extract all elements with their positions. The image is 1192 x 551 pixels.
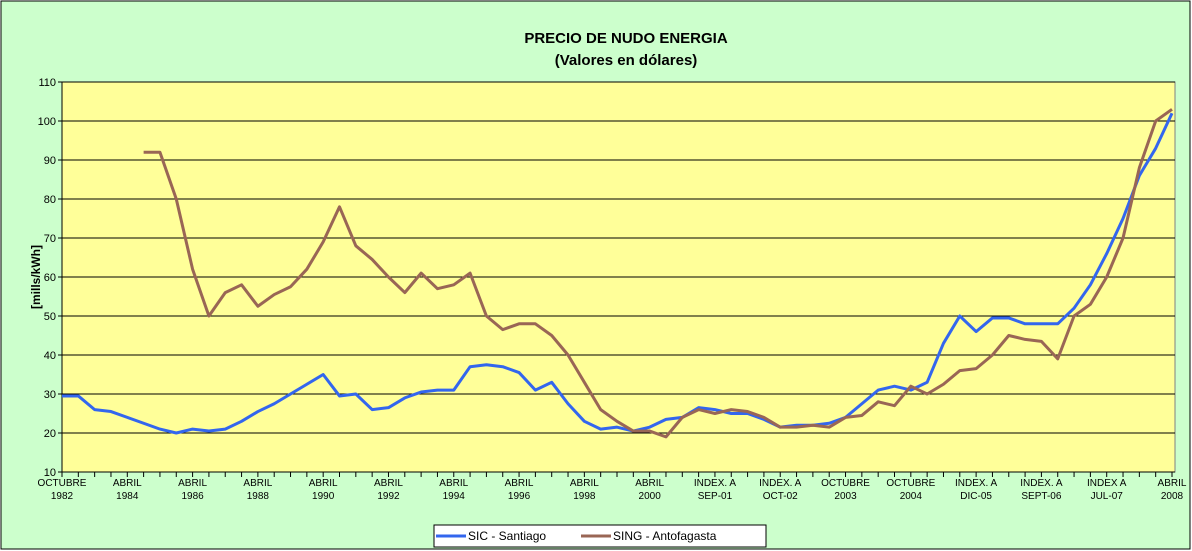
x-tick-label-line: 1982 (51, 491, 74, 502)
series-line (143, 108, 1173, 439)
x-tick-label-line: 1986 (181, 491, 204, 502)
x-tick-label-line: OCTUBRE (886, 478, 935, 489)
y-tick-label: 70 (44, 233, 56, 245)
y-tick-label: 50 (44, 311, 56, 323)
x-tick-label: INDEX A JUL-07 (1087, 478, 1127, 502)
y-tick-label: 110 (38, 77, 56, 89)
x-tick-label: INDEX. A OCT-02 (759, 478, 802, 502)
x-tick-label-line: OCTUBRE (38, 478, 87, 489)
x-tick-label-line: JUL-07 (1091, 491, 1124, 502)
x-tick-label-line: 2000 (639, 491, 662, 502)
y-tick-label: 20 (44, 428, 56, 440)
x-tick-label-line: INDEX. A (1020, 478, 1063, 489)
x-tick-label: ABRIL 2000 (635, 478, 664, 502)
x-tick-label: OCTUBRE 1982 (38, 478, 87, 502)
chart-subtitle: (Valores en dólares) (555, 52, 698, 69)
y-tick-label: 10 (44, 467, 56, 479)
x-tick-label: ABRIL 1984 (113, 478, 142, 502)
x-tick-label-line: SEP-01 (698, 491, 733, 502)
x-tick-label-line: 1984 (116, 491, 139, 502)
x-tick-label-line: INDEX. A (694, 478, 737, 489)
chart-title: PRECIO DE NUDO ENERGIA (524, 30, 728, 47)
x-tick-label-line: SEPT-06 (1021, 491, 1061, 502)
x-tick-label-line: DIC-05 (960, 491, 992, 502)
y-axis-label: [mills/kWh] (29, 245, 43, 309)
x-tick-label-line: OCTUBRE (821, 478, 870, 489)
x-tick-label: INDEX. A SEP-01 (694, 478, 737, 502)
x-tick-label: ABRIL 1996 (505, 478, 534, 502)
x-tick-label-line: ABRIL (243, 478, 272, 489)
x-tick-label-line: 2004 (900, 491, 923, 502)
x-tick-label: INDEX. A SEPT-06 (1020, 478, 1063, 502)
y-tick-label: 90 (44, 155, 56, 167)
x-tick-label-line: ABRIL (439, 478, 468, 489)
x-tick-label-line: 1994 (443, 491, 466, 502)
x-tick-label-line: 1996 (508, 491, 531, 502)
x-tick-label: ABRIL 1998 (570, 478, 599, 502)
x-tick-label-line: 1990 (312, 491, 335, 502)
x-tick-label-line: 2003 (834, 491, 857, 502)
x-tick-label-line: INDEX A (1087, 478, 1127, 489)
x-tick-label-line: OCT-02 (763, 491, 798, 502)
y-tick-label: 100 (38, 116, 56, 128)
x-tick-label-line: ABRIL (505, 478, 534, 489)
series-line (62, 112, 1174, 435)
x-tick-label: ABRIL 1988 (243, 478, 272, 502)
x-tick-label: ABRIL 1994 (439, 478, 468, 502)
x-tick-label: ABRIL 1990 (309, 478, 338, 502)
x-tick-label-line: 1998 (573, 491, 596, 502)
x-tick-label: OCTUBRE 2003 (821, 478, 870, 502)
x-tick-label-line: INDEX. A (759, 478, 802, 489)
x-tick-label: ABRIL 1992 (374, 478, 403, 502)
x-tick-label: INDEX. A DIC-05 (955, 478, 998, 502)
x-tick-label-line: ABRIL (309, 478, 338, 489)
y-tick-label: 60 (44, 272, 56, 284)
x-tick-label: OCTUBRE 2004 (886, 478, 935, 502)
y-tick-label: 40 (44, 350, 56, 362)
x-tick-label-line: ABRIL (113, 478, 142, 489)
y-tick-label: 80 (44, 194, 56, 206)
x-tick-label: ABRIL 1986 (178, 478, 207, 502)
x-tick-label-line: INDEX. A (955, 478, 998, 489)
x-tick-label-line: ABRIL (178, 478, 207, 489)
x-tick-label-line: ABRIL (635, 478, 664, 489)
legend-label: SIC - Santiago (468, 529, 546, 543)
x-tick-label-line: ABRIL (374, 478, 403, 489)
x-tick-label-line: ABRIL (1158, 478, 1187, 489)
y-tick-label: 30 (44, 389, 56, 401)
legend-label: SING - Antofagasta (613, 529, 717, 543)
x-tick-label-line: 1992 (377, 491, 400, 502)
x-tick-label: ABRIL 2008 (1158, 478, 1187, 502)
x-tick-label-line: 1988 (247, 491, 270, 502)
x-tick-label-line: ABRIL (570, 478, 599, 489)
x-tick-label-line: 2008 (1161, 491, 1184, 502)
